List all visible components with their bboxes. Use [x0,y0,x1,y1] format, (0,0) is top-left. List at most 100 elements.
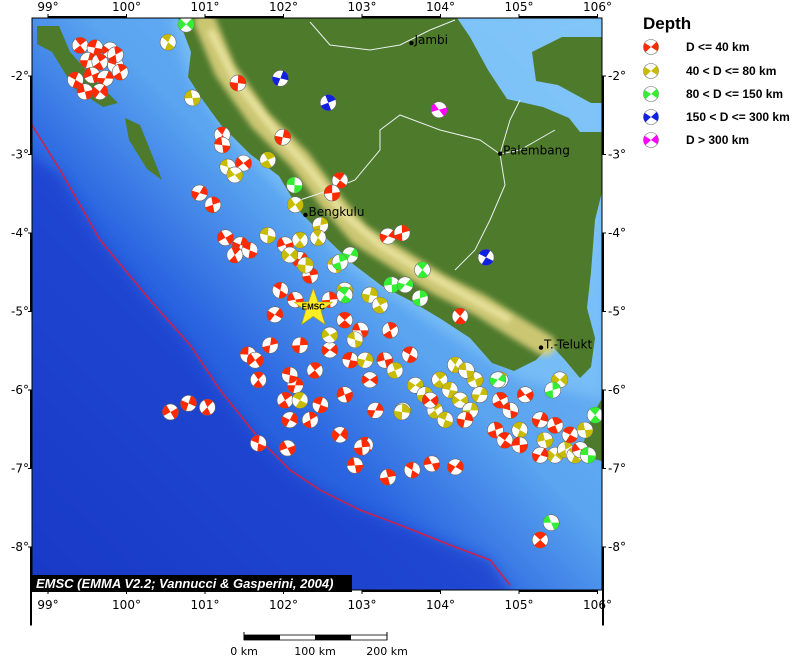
earthquake-event[interactable] [491,391,509,409]
earthquake-event[interactable] [323,184,341,202]
earthquake-event[interactable] [259,151,277,169]
earthquake-event[interactable] [511,421,529,439]
earthquake-event[interactable] [579,446,597,464]
earthquake-event[interactable] [471,386,489,404]
earthquake-event[interactable] [199,398,216,416]
earthquake-event[interactable] [291,231,309,249]
earthquake-event[interactable] [213,136,231,154]
earthquake-event[interactable] [180,395,197,412]
earthquake-event[interactable] [487,421,504,439]
earthquake-event[interactable] [386,362,404,379]
earthquake-event[interactable] [111,63,129,81]
earthquake-event[interactable] [544,381,562,399]
earthquake-event[interactable] [261,336,279,354]
earthquake-event[interactable] [414,261,431,279]
earthquake-event[interactable] [430,101,448,119]
earthquake-event[interactable] [331,172,349,189]
earthquake-event[interactable] [226,166,244,184]
legend-beachball[interactable] [643,86,659,102]
earthquake-event[interactable] [421,391,439,409]
earthquake-event[interactable] [396,276,414,294]
earthquake-event[interactable] [321,341,339,359]
earthquake-event[interactable] [496,431,514,449]
earthquake-event[interactable] [76,83,94,100]
earthquake-event[interactable] [246,351,264,369]
earthquake-event[interactable] [376,351,394,369]
earthquake-event[interactable] [217,229,234,247]
earthquake-event[interactable] [489,371,507,389]
legend-beachball[interactable] [643,63,659,79]
earthquake-event[interactable] [336,311,354,329]
earthquake-event[interactable] [401,346,419,363]
earthquake-event[interactable] [291,391,309,409]
earthquake-event[interactable] [441,381,459,399]
earthquake-event[interactable] [319,94,337,111]
earthquake-event[interactable] [546,417,564,434]
earthquake-event[interactable] [97,70,114,87]
earthquake-event[interactable] [379,468,397,486]
earthquake-event[interactable] [91,53,109,71]
earthquake-event[interactable] [451,307,469,325]
earthquake-event[interactable] [281,246,299,264]
earthquake-event[interactable] [531,446,549,464]
earthquake-event[interactable] [159,33,177,51]
earthquake-event[interactable] [266,306,284,323]
earthquake-event[interactable] [229,74,247,92]
earthquake-event[interactable] [274,128,292,146]
earthquake-event[interactable] [286,176,303,194]
earthquake-event[interactable] [309,229,327,247]
earthquake-event[interactable] [356,351,374,369]
earthquake-event[interactable] [235,154,252,172]
earthquake-event[interactable] [353,439,371,456]
earthquake-event[interactable] [393,224,411,242]
earthquake-event[interactable] [536,431,554,449]
earthquake-event[interactable] [71,37,89,54]
earthquake-event[interactable] [336,286,354,304]
earthquake-event[interactable] [458,362,475,379]
earthquake-event[interactable] [67,71,84,89]
earthquake-event[interactable] [279,439,296,457]
earthquake-event[interactable] [91,83,109,100]
earthquake-event[interactable] [162,403,179,421]
earthquake-event[interactable] [241,241,259,259]
earthquake-event[interactable] [477,249,495,266]
earthquake-event[interactable] [367,402,384,419]
earthquake-event[interactable] [436,411,454,429]
earthquake-event[interactable] [250,371,267,389]
earthquake-event[interactable] [379,227,397,245]
earthquake-event[interactable] [107,46,124,64]
earthquake-event[interactable] [312,396,329,414]
epicenter-marker[interactable]: EMSC [293,287,334,326]
earthquake-event[interactable] [341,351,359,369]
earthquake-event[interactable] [250,435,267,452]
earthquake-event[interactable] [411,289,429,307]
earthquake-event[interactable] [281,366,299,384]
earthquake-event[interactable] [456,411,474,429]
earthquake-event[interactable] [301,411,319,429]
earthquake-event[interactable] [403,461,421,479]
earthquake-event[interactable] [272,70,289,87]
earthquake-event[interactable] [184,89,201,107]
earthquake-event[interactable] [531,411,549,429]
earthquake-event[interactable] [431,371,449,389]
earthquake-event[interactable] [259,227,277,244]
earthquake-event[interactable] [561,426,579,444]
earthquake-event[interactable] [331,253,349,271]
earthquake-event[interactable] [511,436,529,454]
earthquake-event[interactable] [576,421,594,439]
earthquake-event[interactable] [381,322,399,339]
earthquake-event[interactable] [286,196,304,214]
earthquake-event[interactable] [531,531,549,549]
earthquake-event[interactable] [383,276,401,294]
earthquake-event[interactable] [346,331,364,349]
earthquake-event[interactable] [331,426,349,444]
earthquake-event[interactable] [321,326,339,344]
earthquake-event[interactable] [291,336,309,354]
earthquake-event[interactable] [226,246,244,264]
earthquake-event[interactable] [281,411,299,429]
earthquake-event[interactable] [191,184,208,202]
earthquake-event[interactable] [336,386,354,404]
earthquake-event[interactable] [204,196,222,214]
earthquake-event[interactable] [393,403,411,421]
legend-beachball[interactable] [643,109,659,125]
